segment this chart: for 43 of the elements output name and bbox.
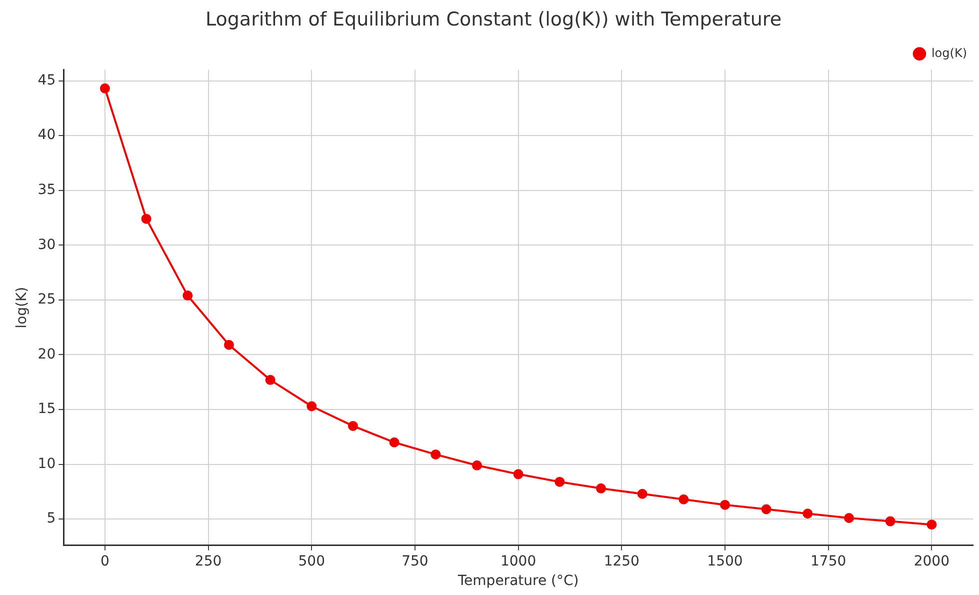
y-tick-label: 10 xyxy=(38,456,56,472)
point xyxy=(554,476,565,487)
point xyxy=(513,469,524,480)
point xyxy=(265,374,276,385)
point xyxy=(596,483,606,494)
point xyxy=(348,420,358,431)
y-tick-label: 5 xyxy=(46,510,56,527)
point xyxy=(885,516,896,526)
legend-label: log(K) xyxy=(931,46,968,60)
x-tick-label: 1500 xyxy=(707,553,743,570)
y-tick-label: 40 xyxy=(38,127,56,144)
x-axis-title: Temperature (°C) xyxy=(456,573,579,590)
y-tick-label: 20 xyxy=(38,346,56,362)
point xyxy=(100,83,110,94)
point xyxy=(720,500,730,510)
point xyxy=(182,290,193,301)
x-tick-label: 1000 xyxy=(500,553,536,570)
point xyxy=(224,340,234,350)
x-tick-label: 2000 xyxy=(914,553,950,570)
point xyxy=(678,494,689,504)
y-tick-label: 35 xyxy=(38,182,56,198)
point xyxy=(306,401,317,412)
point xyxy=(141,214,152,224)
x-tick-label: 1250 xyxy=(604,553,640,570)
point xyxy=(844,513,854,524)
y-tick-label: 25 xyxy=(38,292,56,308)
x-tick-label: 500 xyxy=(298,553,325,570)
point xyxy=(926,520,937,530)
x-tick-label: 0 xyxy=(100,553,110,570)
chart-title: Logarithm of Equilibrium Constant (log(K)) with Temperature xyxy=(205,8,782,30)
y-tick-label: 15 xyxy=(38,401,56,418)
point xyxy=(430,449,441,460)
y-axis-title: log(K) xyxy=(14,286,30,328)
point xyxy=(761,504,772,514)
y-tick-label: 45 xyxy=(38,72,56,88)
point xyxy=(637,488,648,499)
x-tick-label: 750 xyxy=(402,553,428,570)
y-tick-label: 30 xyxy=(38,236,56,253)
x-tick-label: 250 xyxy=(194,553,222,570)
x-tick-label: 1750 xyxy=(810,553,846,570)
point xyxy=(802,508,813,519)
point xyxy=(472,460,482,470)
point xyxy=(389,437,400,448)
